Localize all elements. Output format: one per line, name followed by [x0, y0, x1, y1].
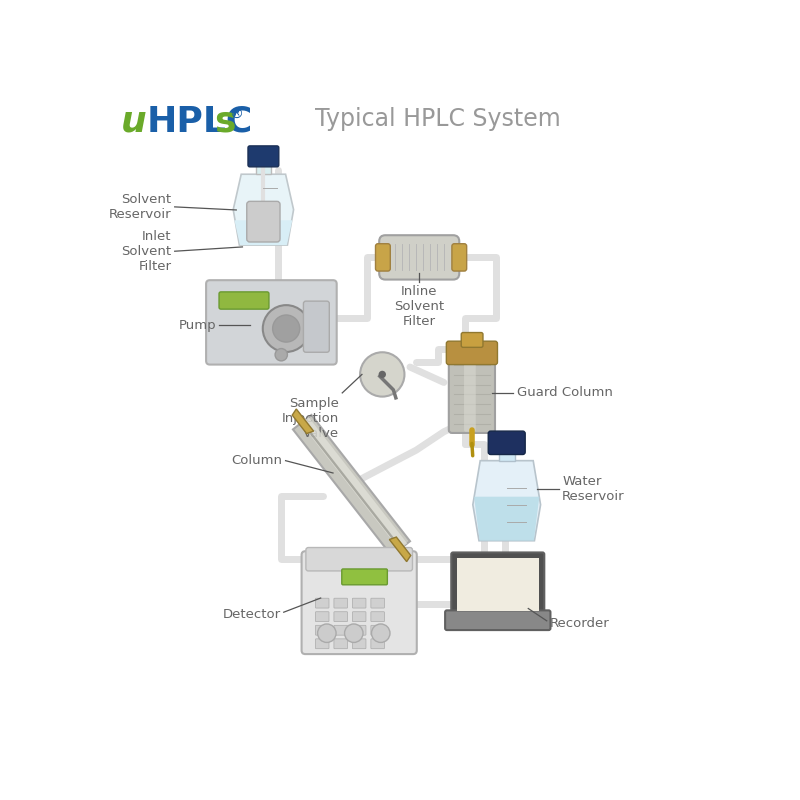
FancyBboxPatch shape [334, 626, 347, 635]
FancyBboxPatch shape [315, 612, 329, 622]
Polygon shape [301, 417, 407, 550]
Circle shape [345, 624, 363, 642]
FancyBboxPatch shape [303, 301, 330, 352]
Text: Column: Column [231, 454, 282, 467]
FancyBboxPatch shape [449, 356, 495, 433]
Text: Water
Reservoir: Water Reservoir [562, 475, 625, 503]
Text: Sample
Injection
Valve: Sample Injection Valve [282, 397, 339, 440]
Circle shape [273, 315, 300, 342]
Text: HPLC: HPLC [146, 105, 253, 139]
FancyBboxPatch shape [315, 639, 329, 649]
Polygon shape [473, 461, 541, 541]
Text: Detector: Detector [222, 608, 281, 621]
FancyBboxPatch shape [371, 626, 385, 635]
FancyBboxPatch shape [219, 292, 269, 309]
FancyBboxPatch shape [248, 146, 278, 167]
FancyBboxPatch shape [371, 598, 385, 608]
Polygon shape [390, 537, 410, 562]
Circle shape [275, 349, 287, 361]
FancyBboxPatch shape [445, 610, 550, 630]
FancyBboxPatch shape [353, 639, 366, 649]
Polygon shape [234, 174, 294, 245]
Polygon shape [305, 426, 398, 544]
Text: u: u [121, 105, 146, 139]
Circle shape [360, 352, 405, 397]
FancyBboxPatch shape [462, 333, 483, 347]
Text: Recorder: Recorder [550, 617, 610, 630]
FancyBboxPatch shape [334, 612, 347, 622]
FancyBboxPatch shape [315, 598, 329, 608]
Text: Typical HPLC System: Typical HPLC System [315, 107, 561, 131]
FancyBboxPatch shape [315, 626, 329, 635]
FancyBboxPatch shape [353, 626, 366, 635]
Text: Inlet
Solvent
Filter: Inlet Solvent Filter [122, 230, 172, 273]
Circle shape [318, 624, 336, 642]
FancyBboxPatch shape [379, 235, 459, 279]
FancyBboxPatch shape [498, 450, 514, 461]
Text: Solvent
Reservoir: Solvent Reservoir [109, 193, 172, 221]
FancyBboxPatch shape [464, 357, 476, 432]
Circle shape [262, 305, 310, 352]
FancyBboxPatch shape [353, 612, 366, 622]
FancyBboxPatch shape [342, 569, 387, 585]
FancyBboxPatch shape [302, 551, 417, 654]
Polygon shape [293, 415, 410, 556]
FancyBboxPatch shape [306, 547, 413, 571]
Text: ®: ® [229, 107, 242, 122]
Polygon shape [234, 220, 292, 245]
FancyBboxPatch shape [246, 202, 280, 242]
Text: Guard Column: Guard Column [517, 386, 613, 399]
FancyBboxPatch shape [334, 598, 347, 608]
FancyBboxPatch shape [457, 558, 538, 611]
Text: Inline
Solvent
Filter: Inline Solvent Filter [394, 285, 444, 328]
FancyBboxPatch shape [451, 553, 544, 617]
FancyBboxPatch shape [206, 280, 337, 365]
Text: Pump: Pump [178, 318, 216, 332]
FancyBboxPatch shape [452, 244, 466, 271]
FancyBboxPatch shape [256, 163, 270, 174]
FancyBboxPatch shape [353, 598, 366, 608]
Text: s: s [214, 105, 236, 139]
FancyBboxPatch shape [371, 639, 385, 649]
FancyBboxPatch shape [371, 612, 385, 622]
Circle shape [378, 370, 386, 378]
FancyBboxPatch shape [375, 244, 390, 271]
FancyBboxPatch shape [488, 431, 525, 454]
FancyBboxPatch shape [446, 341, 498, 365]
Polygon shape [474, 497, 539, 541]
Polygon shape [292, 409, 314, 434]
Circle shape [371, 624, 390, 642]
FancyBboxPatch shape [334, 639, 347, 649]
